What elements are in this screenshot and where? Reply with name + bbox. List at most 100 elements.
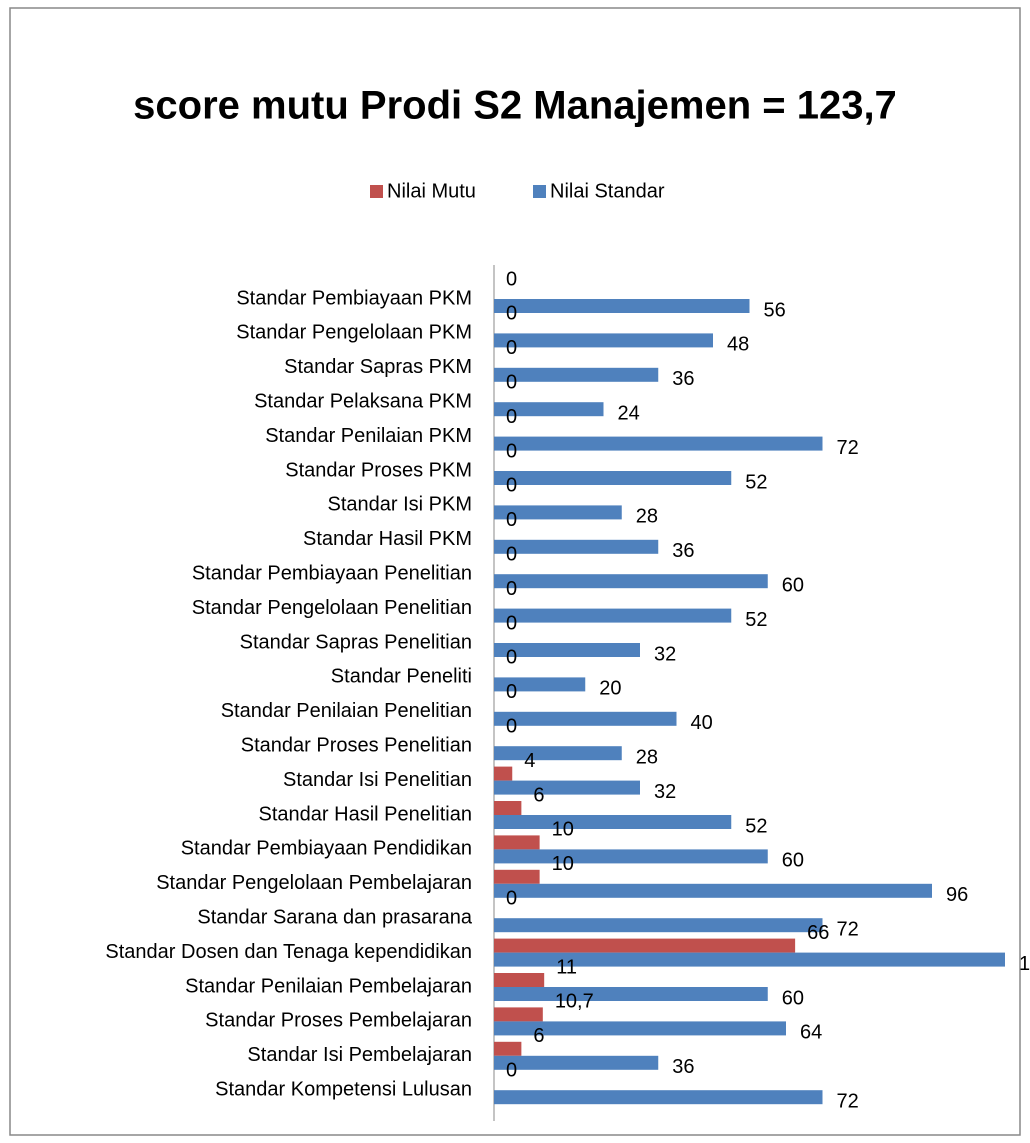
bar: [494, 835, 540, 850]
y-tick-label: Standar Isi Penelitian: [283, 769, 472, 791]
data-label: 64: [800, 1022, 822, 1044]
legend-swatch: [370, 185, 383, 198]
data-label: 56: [764, 299, 786, 321]
bar: [494, 711, 677, 726]
y-tick-label: Standar Sapras PKM: [284, 356, 472, 378]
data-label: 6: [533, 784, 544, 806]
y-tick-label: Standar Pengelolaan Penelitian: [192, 597, 472, 619]
data-label: 36: [672, 368, 694, 390]
bar: [494, 780, 640, 795]
y-tick-label: Standar Penilaian Penelitian: [221, 700, 472, 722]
y-tick-label: Standar Penilaian Pembelajaran: [185, 975, 472, 997]
y-tick-label: Standar Sapras Penelitian: [240, 631, 472, 653]
data-label: 52: [745, 471, 767, 493]
bar: [494, 918, 823, 933]
y-tick-label: Standar Isi Pembelajaran: [247, 1044, 472, 1066]
bar: [494, 1090, 823, 1105]
legend-swatch: [533, 185, 546, 198]
bar: [494, 505, 622, 520]
bar: [494, 299, 750, 313]
bar: [494, 987, 768, 1001]
y-tick-label: Standar Pembiayaan Penelitian: [192, 562, 472, 584]
data-label: 72: [837, 437, 859, 459]
data-label: 0: [506, 303, 517, 325]
y-tick-label: Standar Pembiayaan PKM: [236, 287, 472, 309]
bar: [494, 883, 932, 898]
bar: [494, 938, 796, 953]
data-label: 6: [533, 1025, 544, 1047]
bar: [494, 367, 659, 382]
y-tick-label: Standar Dosen dan Tenaga kependidikan: [105, 941, 472, 963]
data-label: 60: [782, 850, 804, 872]
bar: [494, 677, 586, 692]
data-label: 0: [506, 612, 517, 634]
data-label: 0: [506, 887, 517, 909]
y-tick-label: Standar Kompetensi Lulusan: [215, 1078, 472, 1100]
bar: [494, 1021, 786, 1036]
bar: [494, 574, 768, 589]
bar: [494, 815, 732, 829]
bar: [494, 1055, 659, 1070]
data-label: 66: [807, 922, 829, 944]
data-label: 0: [506, 1059, 517, 1081]
data-label: 10,7: [555, 991, 594, 1013]
data-label: 0: [506, 440, 517, 462]
data-label: 0: [506, 715, 517, 737]
data-label: 0: [506, 681, 517, 703]
data-label: 112: [1019, 953, 1030, 975]
bar: [494, 952, 1005, 967]
bar: [494, 869, 540, 884]
y-tick-label: Standar Proses PKM: [285, 459, 472, 481]
y-tick-label: Standar Hasil Penelitian: [259, 803, 472, 825]
bar: [494, 1007, 543, 1022]
data-label: 52: [745, 815, 767, 837]
data-label: 40: [691, 712, 713, 734]
y-tick-label: Standar Peneliti: [331, 666, 472, 688]
y-tick-label: Standar Pelaksana PKM: [254, 390, 472, 412]
data-label: 0: [506, 578, 517, 600]
data-label: 0: [506, 268, 517, 290]
data-label: 72: [837, 1090, 859, 1112]
y-tick-label: Standar Proses Pembelajaran: [205, 1010, 472, 1032]
data-label: 60: [782, 574, 804, 596]
bar: [494, 746, 622, 761]
y-tick-label: Standar Pembiayaan Pendidikan: [181, 838, 472, 860]
bar: [494, 801, 522, 815]
data-label: 52: [745, 609, 767, 631]
data-label: 0: [506, 475, 517, 497]
data-label: 0: [506, 337, 517, 359]
data-label: 28: [636, 746, 658, 768]
data-label: 0: [506, 647, 517, 669]
bar: [494, 849, 768, 864]
data-label: 0: [506, 509, 517, 531]
data-label: 60: [782, 987, 804, 1009]
y-tick-label: Standar Pengelolaan Pembelajaran: [156, 872, 472, 894]
data-label: 0: [506, 371, 517, 393]
bar: [494, 471, 732, 485]
legend-label: Nilai Mutu: [387, 180, 476, 202]
chart-title: score mutu Prodi S2 Manajemen = 123,7: [133, 84, 897, 128]
y-tick-label: Standar Pengelolaan PKM: [236, 322, 472, 344]
data-label: 96: [946, 884, 968, 906]
bar: [494, 436, 823, 451]
data-label: 48: [727, 334, 749, 356]
data-label: 0: [506, 406, 517, 428]
data-label: 11: [556, 956, 577, 978]
y-tick-label: Standar Penilaian PKM: [265, 425, 472, 447]
bar: [494, 973, 545, 987]
y-tick-label: Standar Sarana dan prasarana: [197, 906, 473, 928]
data-label: 0: [506, 543, 517, 565]
data-label: 20: [599, 678, 621, 700]
bar: [494, 333, 713, 348]
bar: [494, 402, 604, 417]
data-label: 24: [618, 402, 640, 424]
data-label: 36: [672, 540, 694, 562]
bar: [494, 1041, 522, 1056]
bar: [494, 608, 732, 623]
bar: [494, 539, 659, 554]
y-tick-label: Standar Hasil PKM: [303, 528, 472, 550]
data-label: 28: [636, 506, 658, 528]
data-label: 10: [552, 819, 574, 841]
bar: [494, 766, 513, 781]
